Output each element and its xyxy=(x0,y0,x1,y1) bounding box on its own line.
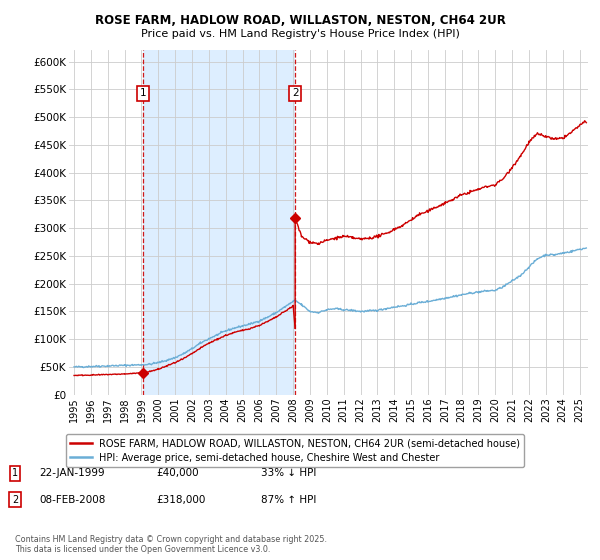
Bar xyxy=(143,50,295,395)
Text: 33% ↓ HPI: 33% ↓ HPI xyxy=(261,468,316,478)
Text: 08-FEB-2008: 08-FEB-2008 xyxy=(39,494,106,505)
Text: 1: 1 xyxy=(12,468,18,478)
Text: Price paid vs. HM Land Registry's House Price Index (HPI): Price paid vs. HM Land Registry's House … xyxy=(140,29,460,39)
Text: 87% ↑ HPI: 87% ↑ HPI xyxy=(261,494,316,505)
Text: 1: 1 xyxy=(139,88,146,99)
Text: ROSE FARM, HADLOW ROAD, WILLASTON, NESTON, CH64 2UR: ROSE FARM, HADLOW ROAD, WILLASTON, NESTO… xyxy=(95,14,505,27)
Text: 2: 2 xyxy=(12,494,18,505)
Text: 22-JAN-1999: 22-JAN-1999 xyxy=(39,468,104,478)
Text: £40,000: £40,000 xyxy=(156,468,199,478)
Text: 2: 2 xyxy=(292,88,298,99)
Text: Contains HM Land Registry data © Crown copyright and database right 2025.
This d: Contains HM Land Registry data © Crown c… xyxy=(15,535,327,554)
Text: £318,000: £318,000 xyxy=(156,494,205,505)
Legend: ROSE FARM, HADLOW ROAD, WILLASTON, NESTON, CH64 2UR (semi-detached house), HPI: : ROSE FARM, HADLOW ROAD, WILLASTON, NESTO… xyxy=(67,435,524,467)
